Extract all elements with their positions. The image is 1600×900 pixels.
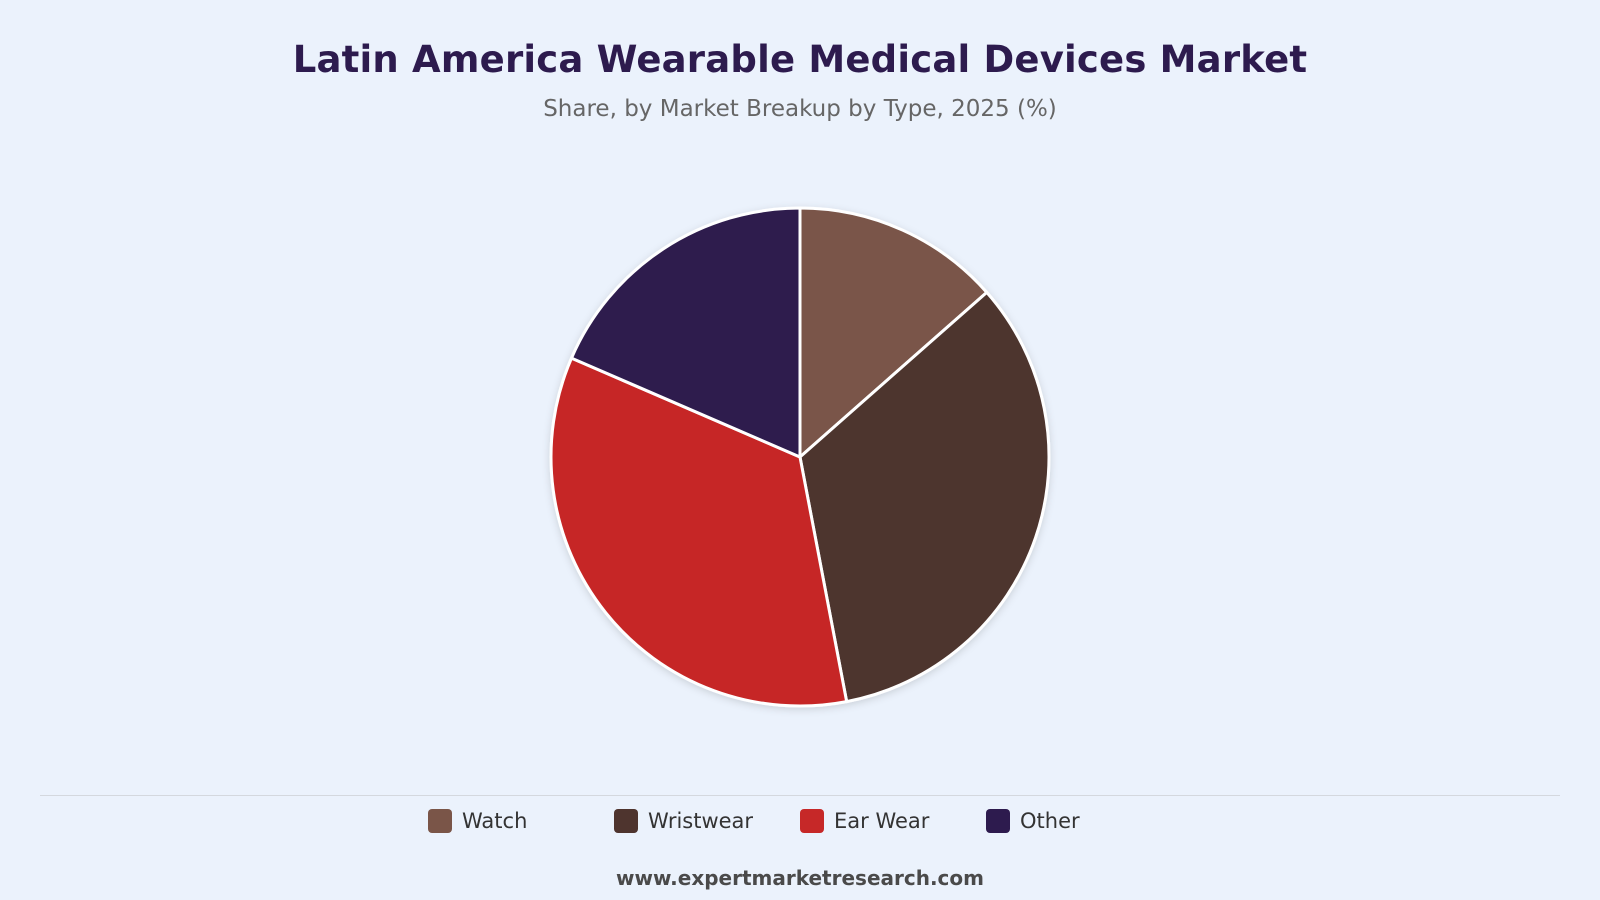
pie-slice-wristwear[interactable] xyxy=(798,290,1051,704)
pie-slice-watch[interactable] xyxy=(798,206,989,459)
legend-item-watch[interactable]: Watch xyxy=(428,806,527,836)
chart-subtitle: Share, by Market Breakup by Type, 2025 (… xyxy=(543,96,1057,122)
legend: Watch Wristwear Ear Wear Other xyxy=(0,806,1600,836)
pie-slice-ear-wear[interactable] xyxy=(549,356,849,708)
pie-slices xyxy=(549,206,1051,708)
chart-title: Latin America Wearable Medical Devices M… xyxy=(292,38,1308,81)
legend-item-other[interactable]: Other xyxy=(986,806,1080,836)
legend-label-other: Other xyxy=(1020,809,1080,833)
legend-swatch-other xyxy=(986,809,1010,833)
source-footer: www.expertmarketresearch.com xyxy=(616,866,984,890)
legend-item-wristwear[interactable]: Wristwear xyxy=(614,806,753,836)
legend-divider xyxy=(40,795,1560,796)
legend-label-ear-wear: Ear Wear xyxy=(834,809,930,833)
legend-swatch-ear-wear xyxy=(800,809,824,833)
legend-label-watch: Watch xyxy=(462,809,528,833)
legend-label-wristwear: Wristwear xyxy=(648,809,754,833)
legend-swatch-watch xyxy=(428,809,452,833)
pie-slice-other[interactable] xyxy=(569,206,802,459)
legend-swatch-wristwear xyxy=(614,809,638,833)
legend-item-ear-wear[interactable]: Ear Wear xyxy=(800,806,929,836)
